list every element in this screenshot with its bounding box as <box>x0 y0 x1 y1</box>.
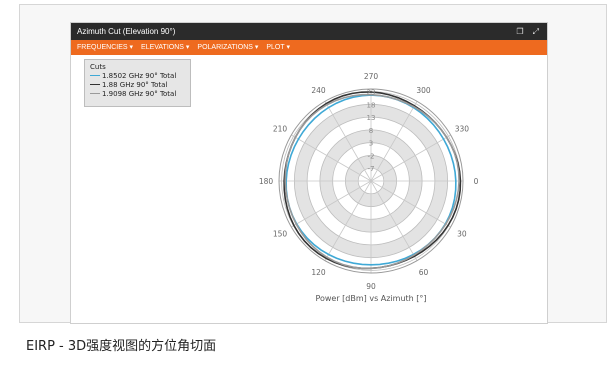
polar-spoke <box>291 134 372 182</box>
angle-tick-label: 210 <box>273 125 288 134</box>
chart-xlabel: Power [dBm] vs Azimuth [°] <box>315 294 426 303</box>
window-titlebar: Azimuth Cut (Elevation 90°) ❐ ⤢ <box>71 23 547 40</box>
polar-spoke <box>324 180 372 261</box>
figure-caption: EIRP - 3D强度视图的方位角切面 <box>26 339 217 354</box>
legend-label: 1.9098 GHz 90° Total <box>102 89 177 98</box>
expand-icon[interactable]: ⤢ <box>532 27 539 36</box>
plot-window: Azimuth Cut (Elevation 90°) ❐ ⤢ FREQUENC… <box>70 22 548 324</box>
angle-tick-label: 90 <box>366 282 376 291</box>
polar-spoke <box>324 101 372 182</box>
polar-spoke <box>370 134 451 182</box>
series-line <box>284 93 460 270</box>
radial-tick-label: 3 <box>369 140 373 148</box>
window-title: Azimuth Cut (Elevation 90°) <box>77 27 176 36</box>
angle-tick-label: 150 <box>273 230 288 239</box>
polar-spoke <box>370 180 451 228</box>
angle-tick-label: 180 <box>259 177 274 186</box>
menu-bar: FREQUENCIES ▾ ELEVATIONS ▾ POLARIZATIONS… <box>71 40 547 55</box>
menu-elevations[interactable]: ELEVATIONS ▾ <box>141 44 190 51</box>
legend-swatch <box>90 93 100 94</box>
series-line <box>285 94 457 266</box>
menu-frequencies[interactable]: FREQUENCIES ▾ <box>77 44 134 51</box>
legend-item: 1.8502 GHz 90° Total <box>90 71 185 80</box>
radial-tick-label: 8 <box>369 127 373 135</box>
restore-icon[interactable]: ❐ <box>516 27 524 36</box>
polar-spoke <box>370 101 418 182</box>
angle-tick-label: 60 <box>419 268 429 277</box>
menu-plot[interactable]: PLOT ▾ <box>266 44 290 51</box>
angle-tick-label: 0 <box>474 177 479 186</box>
angle-tick-label: 270 <box>364 72 379 81</box>
radial-tick-label: 18 <box>367 101 376 109</box>
angle-tick-label: 330 <box>455 125 470 134</box>
legend-item: 1.9098 GHz 90° Total <box>90 89 185 98</box>
radial-tick-label: 13 <box>367 114 376 122</box>
series-line <box>283 91 462 270</box>
legend-label: 1.88 GHz 90° Total <box>102 80 168 89</box>
legend-swatch <box>90 84 100 85</box>
polar-spoke <box>291 180 372 228</box>
polar-outer-ring <box>278 88 464 274</box>
legend-item: 1.88 GHz 90° Total <box>90 80 185 89</box>
polar-spoke <box>370 180 418 261</box>
legend: Cuts 1.8502 GHz 90° Total 1.88 GHz 90° T… <box>84 59 191 107</box>
angle-tick-label: 120 <box>311 268 326 277</box>
legend-swatch <box>90 75 100 76</box>
angle-tick-label: 300 <box>416 86 431 95</box>
menu-polarizations[interactable]: POLARIZATIONS ▾ <box>197 44 259 51</box>
radial-tick-label: -7 <box>368 165 375 173</box>
legend-label: 1.8502 GHz 90° Total <box>102 71 177 80</box>
legend-title: Cuts <box>90 63 106 71</box>
radial-tick-label: -2 <box>368 152 375 160</box>
polar-chart: -7 -2 3 8 13 18 23 0 30 60 90 120 150 180 210 240 270 300… <box>259 72 479 303</box>
angle-tick-label: 240 <box>311 86 326 95</box>
angle-tick-label: 30 <box>457 230 467 239</box>
radial-tick-label: 23 <box>367 89 376 97</box>
